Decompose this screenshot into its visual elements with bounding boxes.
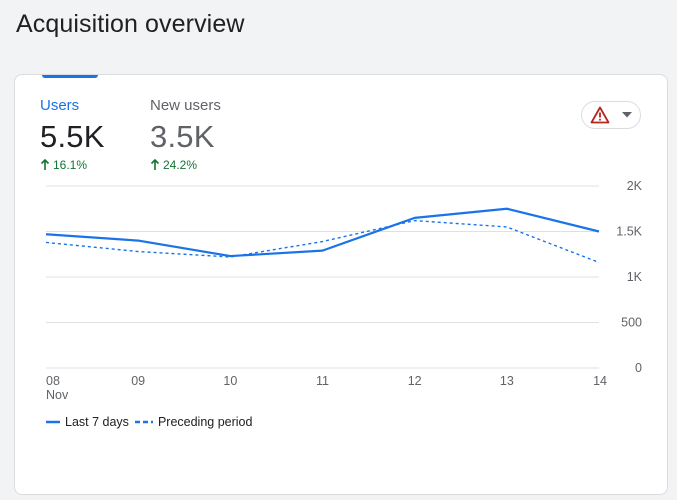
legend-label: Last 7 days: [65, 415, 129, 429]
y-tick-label: 0: [635, 361, 642, 375]
acquisition-card: Users 5.5K 16.1% New users 3.5K 24.2%: [14, 74, 668, 495]
y-tick-label: 2K: [627, 179, 643, 193]
metric-change: 16.1%: [40, 158, 105, 172]
legend-item-last-7-days[interactable]: Last 7 days: [46, 415, 129, 429]
x-tick-label: 09: [131, 374, 145, 388]
legend-dashed-swatch: [134, 420, 153, 424]
arrow-up-icon: [150, 159, 160, 170]
legend-item-preceding-period[interactable]: Preceding period: [134, 415, 253, 429]
x-tick-label: 13: [500, 374, 514, 388]
legend-label: Preceding period: [157, 415, 253, 429]
chart-legend: Last 7 days Preceding period: [46, 415, 258, 429]
metric-change-value: 24.2%: [163, 158, 198, 172]
y-axis-ticks: 2K 1.5K 1K 500 0: [616, 179, 642, 375]
y-tick-label: 500: [621, 316, 642, 330]
series-line-last-7-days: [45, 207, 600, 258]
legend-solid-swatch: [46, 420, 60, 424]
metric-label: New users: [150, 97, 221, 114]
y-tick-label: 1K: [627, 270, 643, 284]
x-tick-label: 08: [46, 374, 60, 388]
y-tick-label: 1.5K: [616, 225, 642, 239]
active-tab-indicator: [42, 75, 98, 78]
page-title: Acquisition overview: [16, 10, 245, 38]
warning-icon: [590, 106, 610, 124]
metric-tab-new-users[interactable]: New users 3.5K 24.2%: [150, 97, 221, 172]
x-tick-label: 14: [593, 374, 607, 388]
x-tick-sublabel: Nov: [46, 388, 69, 402]
x-tick-label: 10: [223, 374, 237, 388]
arrow-up-icon: [40, 159, 50, 170]
chart-series: [45, 207, 600, 264]
metric-value: 3.5K: [150, 119, 215, 154]
metric-change: 24.2%: [150, 158, 221, 172]
metric-value: 5.5K: [40, 119, 105, 154]
x-tick-label: 12: [408, 374, 422, 388]
caret-down-icon: [622, 112, 632, 118]
metric-tab-users[interactable]: Users 5.5K 16.1%: [40, 97, 105, 172]
series-line-preceding-period: [45, 219, 600, 264]
metric-label: Users: [40, 97, 80, 114]
chart-gridlines: [46, 185, 599, 369]
metric-change-value: 16.1%: [53, 158, 88, 172]
alert-dropdown-button[interactable]: [581, 101, 641, 129]
x-tick-label: 11: [316, 374, 329, 388]
